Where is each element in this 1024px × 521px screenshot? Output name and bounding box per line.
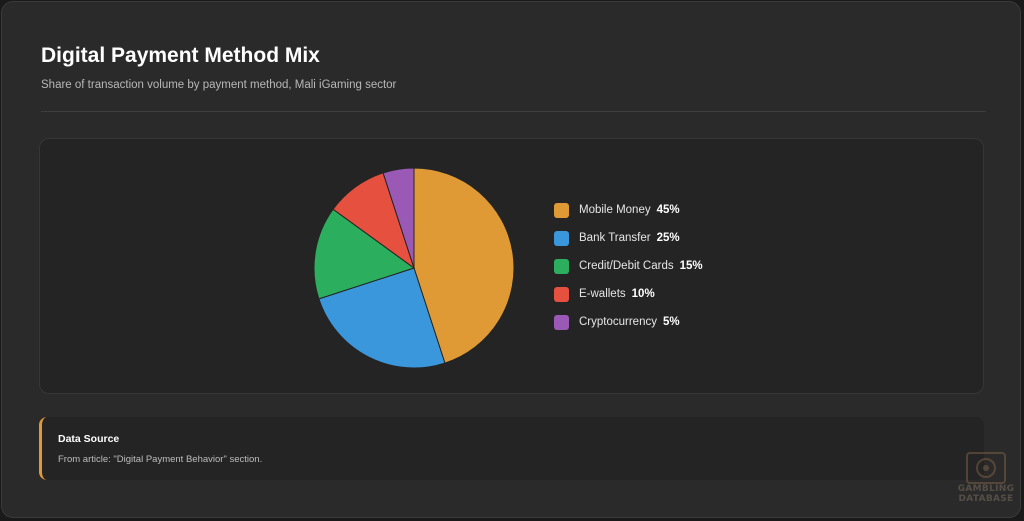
data-source-box: Data Source From article: "Digital Payme… [39, 417, 984, 480]
legend-label: Mobile Money [579, 204, 651, 216]
legend-label: Credit/Debit Cards [579, 260, 674, 272]
legend-item-bank-transfer[interactable]: Bank Transfer 25% [554, 230, 703, 246]
legend-swatch [554, 314, 569, 330]
legend-swatch [554, 286, 569, 302]
legend-item-e-wallets[interactable]: E-wallets 10% [554, 286, 703, 302]
watermark-logo-icon [966, 452, 1006, 484]
legend-item-credit-debit-cards[interactable]: Credit/Debit Cards 15% [554, 258, 703, 274]
legend-item-cryptocurrency[interactable]: Cryptocurrency 5% [554, 314, 703, 330]
watermark-line-1: GAMBLING [957, 484, 1015, 494]
legend-swatch [554, 202, 569, 218]
legend-value: 45% [656, 204, 680, 216]
pie-chart [313, 167, 515, 369]
chart-subtitle: Share of transaction volume by payment m… [41, 79, 397, 91]
chart-legend: Mobile Money 45% Bank Transfer 25% Credi… [554, 202, 703, 342]
pie-slice-credit-debit-cards[interactable] [313, 208, 416, 300]
legend-item-mobile-money[interactable]: Mobile Money 45% [554, 202, 703, 218]
legend-value: 25% [656, 232, 680, 244]
pie-slice-cryptocurrency[interactable] [382, 167, 415, 269]
pie-slice-mobile-money[interactable] [413, 167, 515, 364]
watermark: GAMBLING DATABASE [950, 452, 1022, 520]
legend-label: Bank Transfer [579, 232, 651, 244]
legend-value: 5% [662, 316, 680, 328]
data-source-text: From article: "Digital Payment Behavior"… [58, 454, 263, 465]
legend-swatch [554, 230, 569, 246]
header-divider [41, 111, 986, 112]
chart-title: Digital Payment Method Mix [41, 44, 320, 67]
legend-swatch [554, 258, 569, 274]
data-source-heading: Data Source [58, 433, 120, 445]
legend-label: Cryptocurrency [579, 316, 657, 328]
legend-value: 10% [631, 288, 655, 300]
legend-value: 15% [679, 260, 703, 272]
pie-slice-bank-transfer[interactable] [318, 267, 446, 369]
watermark-line-2: DATABASE [958, 494, 1014, 504]
legend-label: E-wallets [579, 288, 626, 300]
